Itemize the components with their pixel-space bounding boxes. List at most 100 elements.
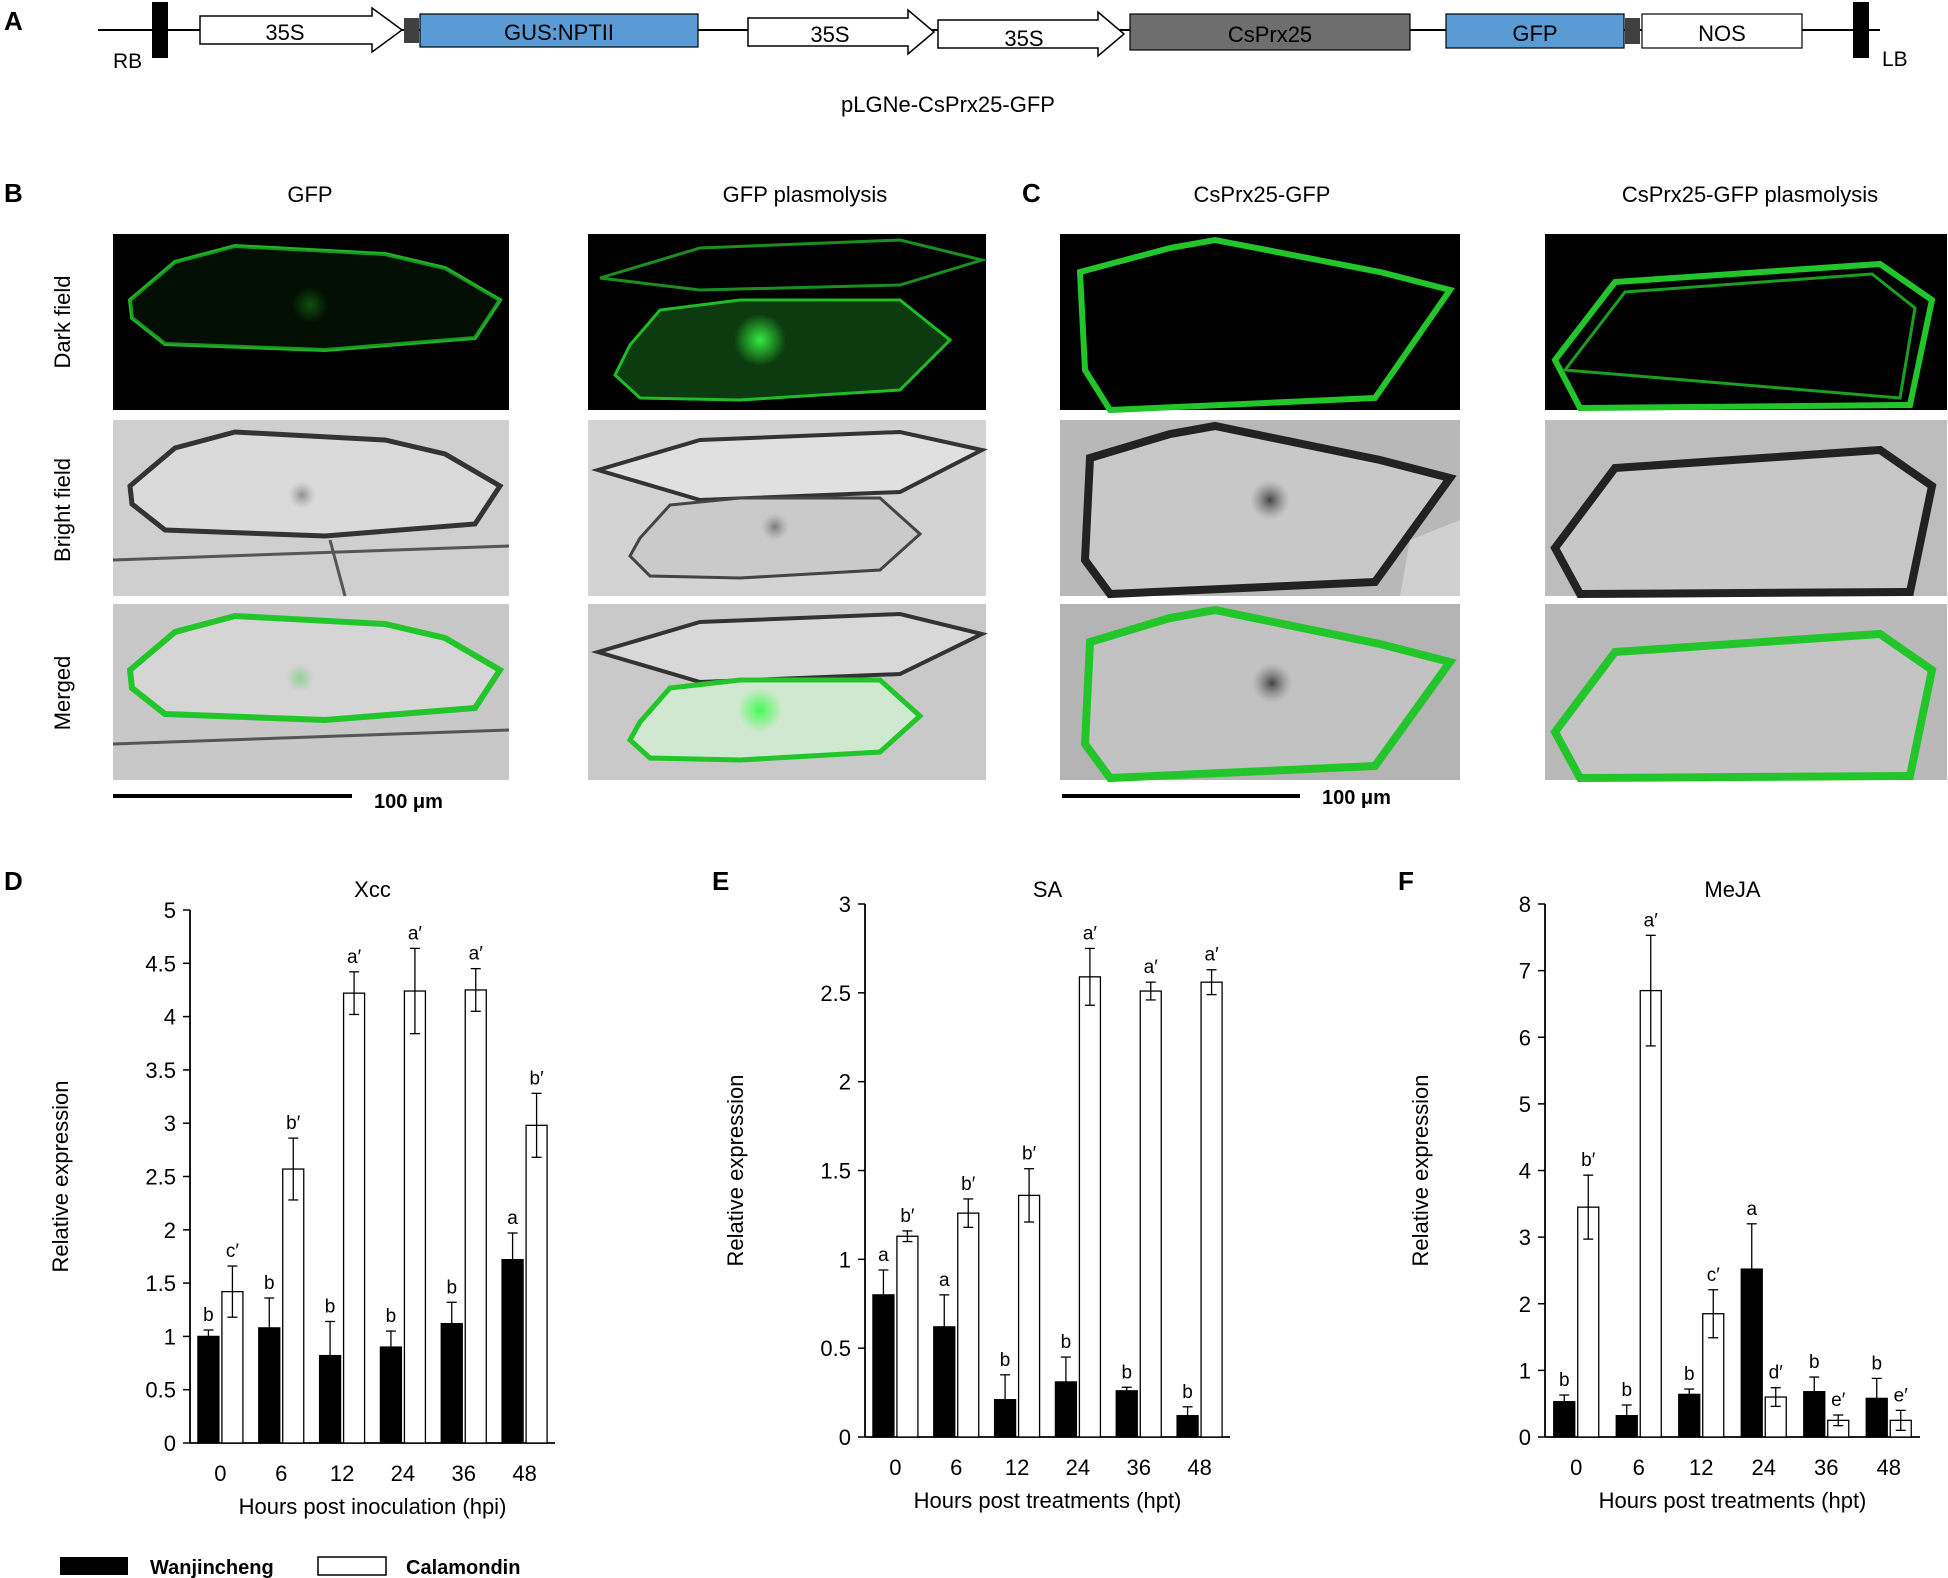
y-tick-label: 0.5 [145, 1378, 176, 1403]
x-axis-label: Hours post treatments (hpt) [1599, 1488, 1867, 1513]
bar-wanjincheng [1115, 1390, 1138, 1438]
bar-calamondin [1139, 990, 1162, 1438]
y-axis-label: Relative expression [48, 1081, 73, 1273]
significance-letter: b [1809, 1352, 1820, 1373]
y-axis-label: Relative expression [723, 1075, 748, 1267]
row-label-bright-field: Bright field [50, 458, 75, 562]
scale-bar-1-label: 100 μm [374, 791, 443, 813]
panel-label-b: B [4, 178, 23, 208]
bar-calamondin [1017, 1194, 1041, 1438]
significance-letter: a [878, 1245, 889, 1266]
promoter-35s-2-label: 35S [810, 22, 849, 47]
legend-label-calamondin: Calamondin [406, 1557, 520, 1578]
bar-calamondin [896, 1235, 919, 1438]
y-tick-label: 7 [1519, 959, 1531, 984]
bar-calamondin [1639, 989, 1662, 1438]
significance-letter: b′ [961, 1174, 976, 1195]
column-title-csprx25-gfp-plasmolysis: CsPrx25-GFP plasmolysis [1622, 182, 1878, 207]
panel-label-a: A [4, 6, 23, 36]
promoter-35s-3 [937, 10, 1126, 58]
y-tick-label: 6 [1519, 1025, 1531, 1050]
bar-calamondin [403, 990, 427, 1444]
significance-letter: a′ [1144, 957, 1159, 978]
promoter-35s-3-label: 35S [1004, 26, 1043, 51]
bar-wanjincheng [197, 1335, 220, 1444]
significance-letter: e′ [1894, 1385, 1909, 1406]
y-tick-label: 3.5 [145, 1058, 176, 1083]
column-title-gfp: GFP [287, 182, 332, 207]
csprx25-box [1129, 13, 1411, 51]
spacer-2 [1625, 18, 1640, 44]
significance-letter: a′ [469, 944, 484, 965]
y-tick-label: 3 [1519, 1225, 1531, 1250]
significance-letter: d′ [1769, 1363, 1784, 1384]
x-tick-label: 48 [1187, 1455, 1211, 1480]
y-tick-label: 3 [839, 892, 851, 917]
x-axis-label: Hours post treatments (hpt) [914, 1488, 1182, 1513]
significance-letter: b [1061, 1332, 1072, 1353]
x-tick-label: 36 [1814, 1455, 1838, 1480]
scale-bar-2-label: 100 μm [1322, 787, 1391, 809]
x-tick-label: 12 [1005, 1455, 1029, 1480]
x-tick-label: 12 [1689, 1455, 1713, 1480]
significance-letter: a′ [347, 947, 362, 968]
gus-nptii-label: GUS:NPTII [504, 20, 614, 45]
x-tick-label: 0 [1570, 1455, 1582, 1480]
y-tick-label: 0 [839, 1425, 851, 1450]
y-axis-label: Relative expression [1408, 1075, 1433, 1267]
y-tick-label: 0 [1519, 1425, 1531, 1450]
x-tick-label: 24 [1752, 1455, 1776, 1480]
bar-calamondin [342, 992, 366, 1444]
y-tick-label: 4 [164, 1005, 176, 1030]
chart-sa: SA 0 0.5 1 1.5 2 2.5 3 Relative expression Hours … [723, 877, 1230, 1513]
y-tick-label: 0.5 [820, 1336, 851, 1361]
x-tick-label: 48 [1877, 1455, 1901, 1480]
gfp-label: GFP [1512, 21, 1557, 46]
panel-label-f: F [1398, 866, 1414, 896]
chart-xcc: Xcc 0 0.5 1 1.5 2 2.5 3 3.5 4 4.5 5 Relative express… [48, 877, 555, 1519]
significance-letter: b [325, 1296, 336, 1317]
significance-letter: e′ [1831, 1390, 1846, 1411]
y-tick-label: 4 [1519, 1159, 1531, 1184]
y-tick-label: 2 [1519, 1292, 1531, 1317]
nos-label: NOS [1698, 21, 1746, 46]
significance-letter: b [1684, 1364, 1695, 1385]
y-tick-label: 2 [839, 1070, 851, 1095]
x-tick-label: 6 [950, 1455, 962, 1480]
y-tick-label: 2 [164, 1218, 176, 1243]
y-tick-label: 3 [164, 1111, 176, 1136]
x-tick-label: 36 [452, 1461, 476, 1486]
legend: Wanjincheng Calamondin [60, 1556, 520, 1578]
gus-nptii-box [419, 13, 699, 48]
gfp-box [1445, 13, 1625, 49]
legend-swatch-wanjincheng [60, 1557, 128, 1575]
significance-letter: b′ [286, 1113, 301, 1134]
significance-letter: a [507, 1208, 518, 1229]
y-tick-label: 8 [1519, 892, 1531, 917]
y-tick-label: 2.5 [820, 981, 851, 1006]
y-tick-label: 1 [1519, 1358, 1531, 1383]
construct-name: pLGNe-CsPrx25-GFP [841, 92, 1055, 117]
significance-letter: b′ [1022, 1144, 1037, 1165]
rb-label: RB [113, 50, 142, 73]
rb-border [152, 2, 168, 58]
x-tick-label: 12 [330, 1461, 354, 1486]
bar-calamondin [1078, 976, 1102, 1438]
significance-letter: b [386, 1306, 397, 1327]
significance-letter: a′ [1644, 910, 1659, 931]
significance-letter: b′ [900, 1206, 915, 1227]
lb-border [1853, 2, 1869, 58]
column-title-csprx25-gfp: CsPrx25-GFP [1194, 182, 1331, 207]
promoter-35s-1-label: 35S [265, 20, 304, 45]
promoter-35s-2 [747, 8, 936, 56]
significance-letter: a′ [408, 923, 423, 944]
panel-label-d: D [4, 866, 23, 896]
x-tick-label: 6 [275, 1461, 287, 1486]
x-tick-label: 36 [1127, 1455, 1151, 1480]
y-tick-label: 4.5 [145, 951, 176, 976]
significance-letter: b [1559, 1370, 1570, 1391]
bar-calamondin [1577, 1206, 1600, 1438]
legend-label-wanjincheng: Wanjincheng [150, 1557, 274, 1578]
y-tick-label: 1 [164, 1324, 176, 1349]
